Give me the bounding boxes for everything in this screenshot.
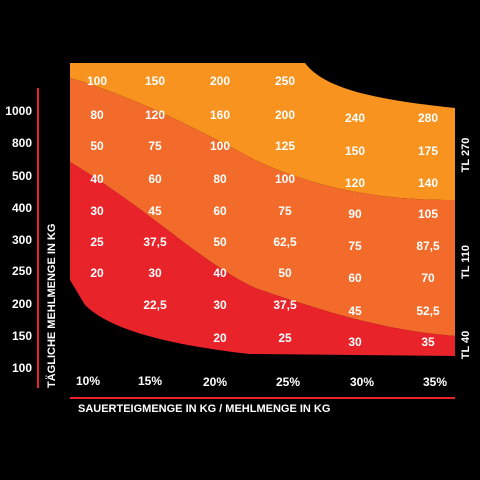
cell-value: 45 — [148, 204, 162, 218]
zone-tl110-area — [70, 78, 455, 336]
y-tick-label: 1000 — [5, 104, 32, 118]
cell-value: 160 — [210, 108, 230, 122]
cell-value: 150 — [145, 74, 165, 88]
cell-value: 22,5 — [143, 298, 167, 312]
y-tick-label: 200 — [12, 297, 32, 311]
x-tick-label: 30% — [350, 375, 374, 389]
cell-value: 52,5 — [416, 304, 440, 318]
x-tick-label: 10% — [76, 374, 100, 388]
y-tick-label: 150 — [12, 329, 32, 343]
cell-value: 20 — [90, 266, 104, 280]
y-tick-label: 500 — [12, 169, 32, 183]
cell-value: 30 — [348, 335, 362, 349]
cell-value: 250 — [275, 74, 295, 88]
cell-value: 50 — [90, 139, 104, 153]
cell-value: 105 — [418, 207, 438, 221]
cell-value: 80 — [90, 108, 104, 122]
cell-value: 150 — [345, 144, 365, 158]
cell-value: 80 — [213, 172, 227, 186]
zone-tl40-area — [70, 162, 455, 356]
cell-value: 50 — [213, 235, 227, 249]
cell-value: 75 — [148, 139, 162, 153]
cell-value: 70 — [421, 271, 435, 285]
y-tick-label: 100 — [12, 361, 32, 375]
cell-value: 100 — [87, 74, 107, 88]
cell-value: 25 — [278, 331, 292, 345]
cell-value: 45 — [348, 304, 362, 318]
cell-value: 40 — [213, 266, 227, 280]
cell-value: 25 — [90, 235, 104, 249]
cell-value: 120 — [145, 108, 165, 122]
cell-value: 37,5 — [143, 235, 167, 249]
x-tick-label: 15% — [138, 374, 162, 388]
y-axis-title: TÄGLICHE MEHLMENGE IN KG — [45, 224, 58, 388]
cell-value: 140 — [418, 176, 438, 190]
cell-value: 87,5 — [416, 239, 440, 253]
cell-value: 40 — [90, 172, 104, 186]
cell-value: 37,5 — [273, 298, 297, 312]
cell-value: 50 — [278, 266, 292, 280]
cell-value: 125 — [275, 139, 295, 153]
y-tick-label: 400 — [12, 201, 32, 215]
cell-value: 280 — [418, 111, 438, 125]
cell-value: 90 — [348, 207, 362, 221]
zone-label-tl270: TL 270 — [460, 138, 472, 173]
zone-label-tl40: TL 40 — [460, 331, 472, 360]
cell-value: 60 — [148, 172, 162, 186]
zone-label-tl110: TL 110 — [460, 245, 472, 279]
cell-value: 30 — [213, 298, 227, 312]
cell-value: 75 — [278, 204, 292, 218]
x-axis-title: SAUERTEIGMENGE IN KG / MEHLMENGE IN KG — [78, 403, 330, 415]
zone-tl270-area — [70, 63, 455, 200]
cell-value: 75 — [348, 239, 362, 253]
cell-value: 100 — [275, 172, 295, 186]
x-tick-label: 25% — [276, 375, 300, 389]
x-tick-labels: 10% 15% 20% 25% 30% 35% — [76, 374, 447, 389]
cell-value: 200 — [210, 74, 230, 88]
cell-value: 120 — [345, 176, 365, 190]
cell-value: 20 — [213, 331, 227, 345]
cell-value: 62,5 — [273, 235, 297, 249]
y-tick-label: 250 — [12, 264, 32, 278]
y-tick-label: 300 — [12, 233, 32, 247]
y-tick-labels: 1000 800 500 400 300 250 200 150 100 — [5, 104, 32, 375]
y-tick-label: 800 — [12, 136, 32, 150]
cell-value: 35 — [421, 335, 435, 349]
cell-value: 60 — [348, 271, 362, 285]
cell-value: 60 — [213, 204, 227, 218]
cell-value: 30 — [90, 204, 104, 218]
cell-value: 30 — [148, 266, 162, 280]
cell-values: 100 80 50 40 30 25 20 150 120 75 60 45 37,5 30 22,5 200… — [87, 74, 440, 349]
cell-value: 175 — [418, 144, 438, 158]
cell-value: 200 — [275, 108, 295, 122]
cell-value: 100 — [210, 139, 230, 153]
cell-value: 240 — [345, 111, 365, 125]
x-tick-label: 35% — [423, 375, 447, 389]
x-tick-label: 20% — [203, 375, 227, 389]
